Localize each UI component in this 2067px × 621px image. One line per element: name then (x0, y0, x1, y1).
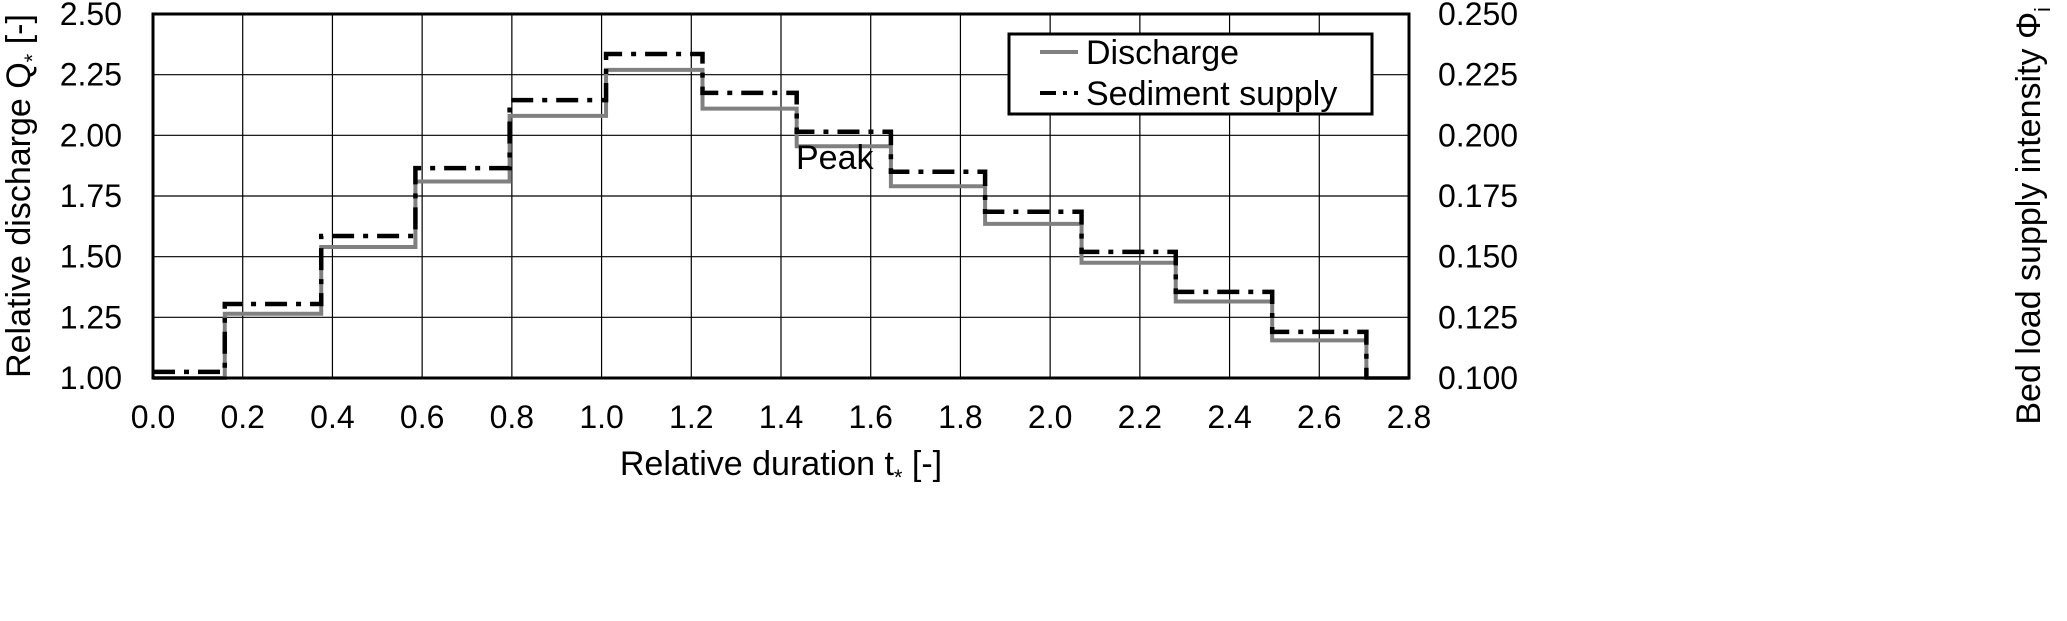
y-right-axis-label: Bed load supply intensity Φi [-] (2010, 0, 2055, 425)
y-right-tick-label: 0.175 (1438, 178, 1518, 214)
y-left-tick-label: 1.75 (60, 178, 122, 214)
y-left-tick-label: 2.25 (60, 57, 122, 93)
y-right-tick-label: 0.200 (1438, 117, 1518, 153)
y-left-tick-label: 1.00 (60, 360, 122, 396)
x-tick-label: 2.4 (1207, 399, 1251, 435)
x-tick-labels: 0.0 0.2 0.4 0.6 0.8 1.0 1.2 1.4 1.6 1.8 2.0 2.2 2.4 2… (131, 399, 1431, 435)
y-left-tick-label: 2.50 (60, 0, 122, 32)
y-right-tick-label: 0.250 (1438, 0, 1518, 32)
legend: Discharge Sediment supply (1007, 32, 1374, 116)
legend-label-sediment-supply: Sediment supply (1086, 75, 1337, 113)
x-tick-label: 1.6 (848, 399, 892, 435)
y-left-tick-label: 2.00 (60, 117, 122, 153)
x-tick-label: 1.0 (579, 399, 623, 435)
x-tick-label: 2.2 (1118, 399, 1162, 435)
series-line-discharge (153, 67, 1409, 380)
y-right-tick-label: 0.100 (1438, 360, 1518, 396)
x-tick-label: 2.8 (1387, 399, 1431, 435)
y-right-tick-label: 0.125 (1438, 299, 1518, 335)
y-right-tick-label: 0.150 (1438, 239, 1518, 275)
x-tick-label: 0.8 (490, 399, 534, 435)
y-left-tick-label: 1.25 (60, 299, 122, 335)
y-left-axis-label: Relative discharge Q* [-] (0, 14, 45, 378)
x-axis-label: Relative duration t* [-] (620, 445, 942, 490)
x-tick-label: 0.0 (131, 399, 175, 435)
x-tick-label: 2.6 (1297, 399, 1341, 435)
y-right-tick-labels: 0.100 0.125 0.150 0.175 0.200 0.225 0.250 (1438, 0, 1518, 396)
legend-label-discharge: Discharge (1086, 34, 1239, 72)
x-tick-label: 2.0 (1028, 399, 1072, 435)
plot-frame (151, 12, 1411, 380)
x-tick-label: 0.2 (220, 399, 264, 435)
legend-box (1007, 32, 1374, 116)
x-tick-label: 0.4 (310, 399, 354, 435)
peak-annotation: Peak (796, 139, 874, 177)
x-tick-label: 1.8 (938, 399, 982, 435)
y-right-tick-label: 0.225 (1438, 57, 1518, 93)
x-tick-label: 0.6 (400, 399, 444, 435)
y-left-tick-label: 1.50 (60, 239, 122, 275)
series-line-sediment-supply (153, 51, 1369, 378)
x-tick-label: 1.2 (669, 399, 713, 435)
series-layer (153, 51, 1409, 380)
x-tick-label: 1.4 (759, 399, 803, 435)
y-left-tick-labels: 1.00 1.25 1.50 1.75 2.00 2.25 2.50 (60, 0, 122, 396)
